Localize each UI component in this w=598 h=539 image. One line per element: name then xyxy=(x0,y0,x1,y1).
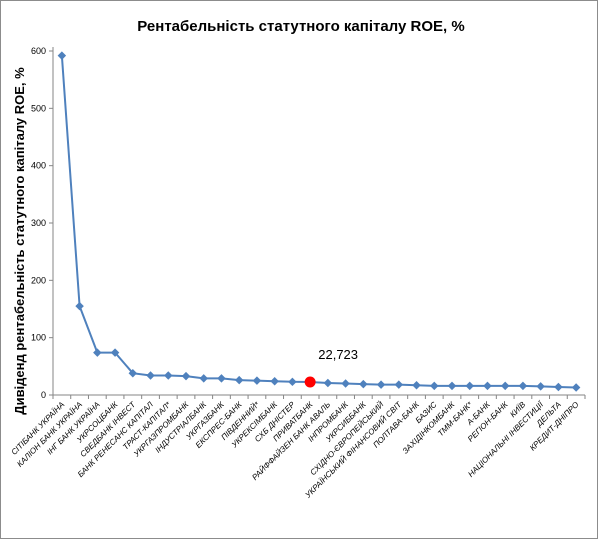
data-point xyxy=(554,382,563,392)
data-point xyxy=(412,381,421,390)
data-label: 22,723 xyxy=(318,347,358,362)
data-point xyxy=(359,379,368,389)
data-point xyxy=(164,371,173,380)
data-point xyxy=(217,374,226,383)
y-tick-label: 0 xyxy=(41,390,46,400)
data-point xyxy=(376,380,386,389)
y-tick-label: 500 xyxy=(31,103,46,113)
data-point xyxy=(483,381,492,391)
y-tick-label: 400 xyxy=(31,161,46,171)
highlight-point xyxy=(304,376,316,388)
annotations: 22,723 xyxy=(318,347,358,362)
data-point xyxy=(270,376,279,386)
data-point xyxy=(199,374,208,383)
data-point xyxy=(341,379,350,388)
y-tick-label: 600 xyxy=(31,46,46,56)
data-point xyxy=(146,371,155,380)
data-point xyxy=(571,383,581,392)
data-point xyxy=(465,381,474,391)
y-tick-label: 300 xyxy=(31,218,46,228)
data-point xyxy=(181,371,191,381)
data-point xyxy=(252,376,262,385)
data-point xyxy=(110,348,120,357)
chart-title: Рентабельність статутного капіталу ROE, … xyxy=(137,18,464,35)
data-point xyxy=(394,380,404,389)
data-point xyxy=(128,368,138,378)
data-point xyxy=(234,375,244,385)
series-line xyxy=(60,55,577,389)
data-point xyxy=(447,381,457,391)
data-point xyxy=(323,378,333,388)
data-point xyxy=(518,381,528,391)
y-tick-label: 200 xyxy=(31,275,46,285)
axes xyxy=(52,47,585,396)
y-ticks: 0 100 200 300 400 500 600 xyxy=(31,46,53,400)
data-point xyxy=(500,381,510,391)
data-point xyxy=(75,301,84,311)
data-point xyxy=(57,51,67,60)
y-tick-label: 100 xyxy=(31,333,46,343)
data-point xyxy=(93,348,102,357)
data-point xyxy=(430,381,439,391)
y-axis-title: Дивіденд рентабельність статутного капіт… xyxy=(12,67,27,415)
data-point xyxy=(536,382,545,391)
series-roe xyxy=(57,51,581,392)
data-point xyxy=(288,377,297,387)
